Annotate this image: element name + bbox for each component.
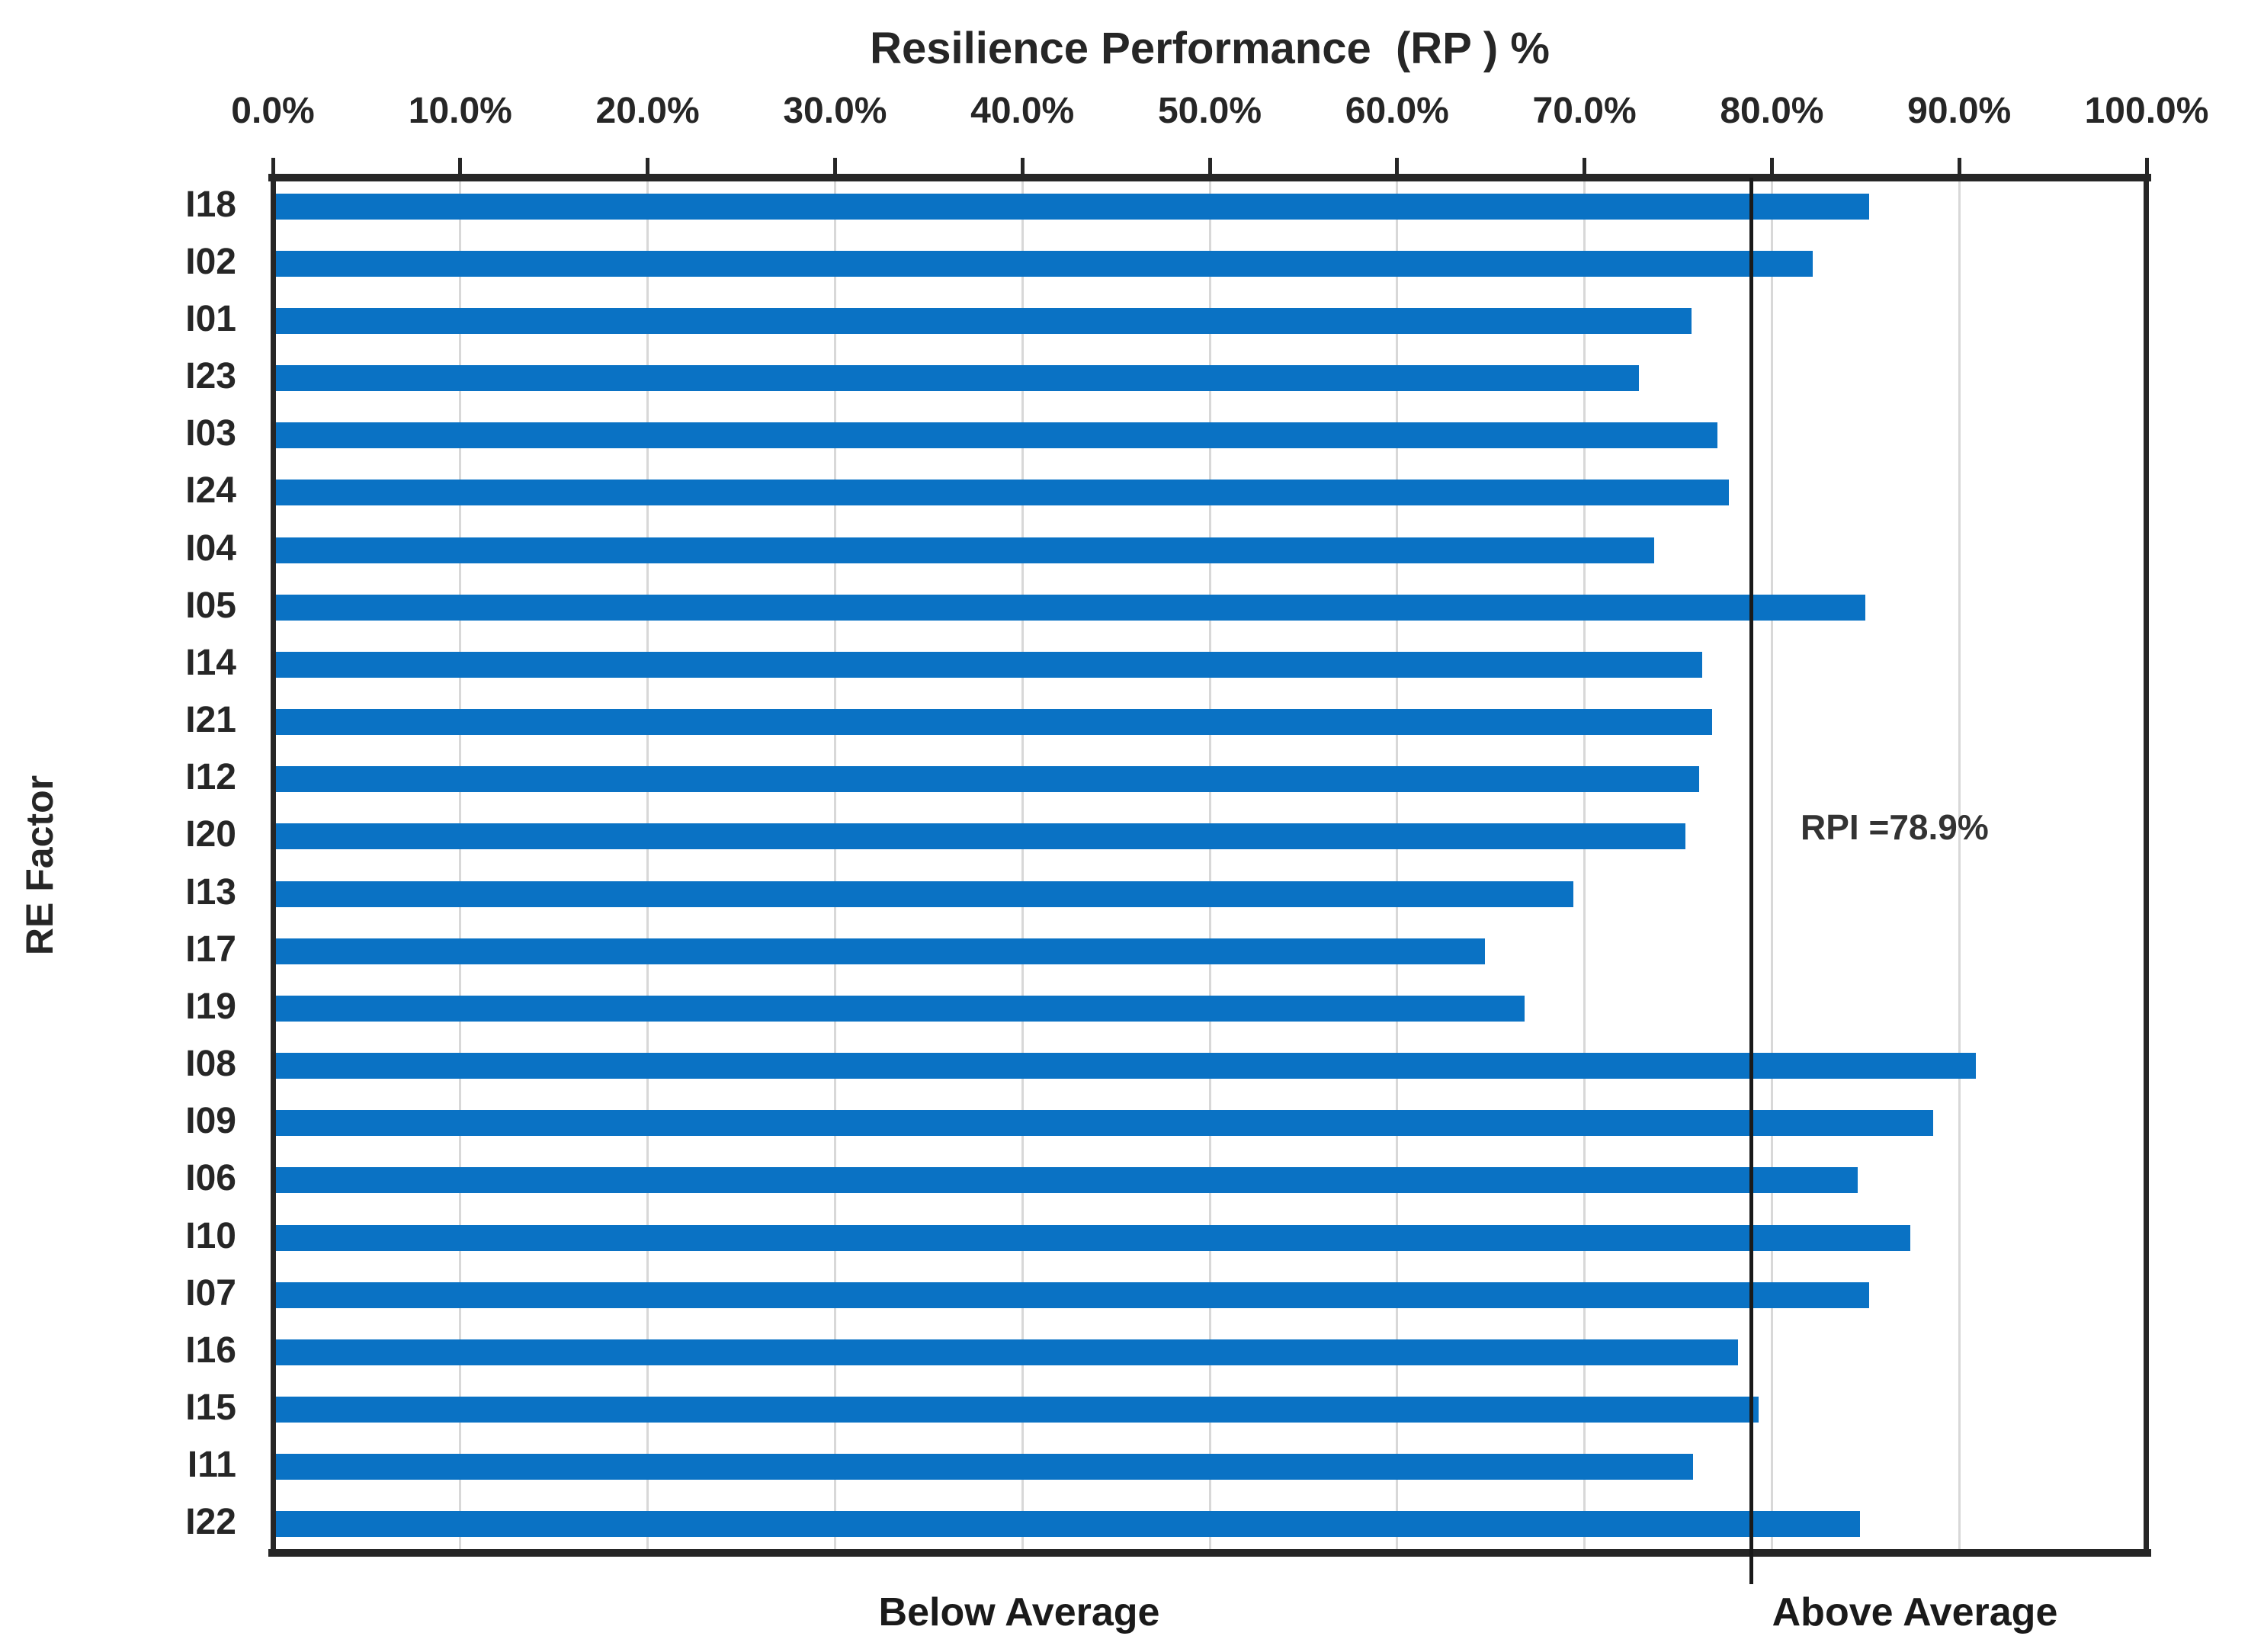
category-label-I19: I19 xyxy=(185,986,236,1027)
category-label-I24: I24 xyxy=(185,470,236,512)
category-label-I14: I14 xyxy=(185,642,236,683)
bar-I19 xyxy=(275,995,1525,1022)
x-axis-tick-40 xyxy=(1020,158,1025,178)
bar-I23 xyxy=(275,365,1639,392)
category-label-I23: I23 xyxy=(185,356,236,397)
gridline-50 xyxy=(1208,178,1211,1553)
bar-I03 xyxy=(275,422,1718,449)
gridline-60 xyxy=(1396,178,1399,1553)
category-label-I03: I03 xyxy=(185,413,236,454)
gridline-70 xyxy=(1583,178,1586,1553)
category-label-I16: I16 xyxy=(185,1330,236,1371)
bar-I15 xyxy=(275,1397,1759,1423)
gridline-10 xyxy=(459,178,462,1553)
category-label-I10: I10 xyxy=(185,1215,236,1256)
bar-I20 xyxy=(275,823,1686,850)
category-label-I09: I09 xyxy=(185,1101,236,1142)
category-label-I04: I04 xyxy=(185,528,236,569)
bar-I08 xyxy=(275,1053,1977,1079)
bar-I13 xyxy=(275,881,1573,907)
top-axis-line xyxy=(268,174,2151,181)
x-axis-tick-label-80: 80.0% xyxy=(1720,91,1824,131)
bar-I17 xyxy=(275,938,1486,964)
above-average-label: Above Average xyxy=(1772,1590,2058,1634)
bar-I24 xyxy=(275,480,1729,506)
category-label-I05: I05 xyxy=(185,585,236,626)
x-axis-tick-100 xyxy=(2144,158,2149,178)
category-label-I22: I22 xyxy=(185,1502,236,1543)
rpi-reference-line xyxy=(1749,178,1753,1584)
chart-title: Resilience Performance (RP ) % xyxy=(870,24,1550,73)
category-label-I13: I13 xyxy=(185,871,236,913)
x-axis-tick-30 xyxy=(832,158,837,178)
bar-I21 xyxy=(275,709,1712,736)
x-axis-tick-label-90: 90.0% xyxy=(1907,91,2012,131)
rpi-annotation: RPI =78.9% xyxy=(1801,807,1989,847)
category-label-I01: I01 xyxy=(185,298,236,339)
category-label-I06: I06 xyxy=(185,1158,236,1199)
x-axis-tick-label-40: 40.0% xyxy=(970,91,1075,131)
bar-I02 xyxy=(275,250,1813,277)
x-axis-tick-label-100: 100.0% xyxy=(2084,91,2209,131)
right-axis-line xyxy=(2144,178,2149,1553)
bar-I09 xyxy=(275,1110,1933,1137)
bottom-axis-line xyxy=(268,1549,2151,1557)
category-label-I18: I18 xyxy=(185,184,236,225)
x-axis-tick-10 xyxy=(458,158,463,178)
bar-I12 xyxy=(275,766,1699,793)
category-label-I11: I11 xyxy=(187,1445,236,1486)
bar-I06 xyxy=(275,1167,1858,1194)
bar-I04 xyxy=(275,537,1654,563)
bar-I11 xyxy=(275,1454,1694,1480)
bar-I07 xyxy=(275,1282,1870,1308)
x-axis-tick-90 xyxy=(1957,158,1961,178)
x-axis-tick-label-60: 60.0% xyxy=(1345,91,1449,131)
x-axis-tick-50 xyxy=(1207,158,1212,178)
x-axis-tick-label-0: 0.0% xyxy=(231,91,315,131)
x-axis-tick-label-10: 10.0% xyxy=(408,91,512,131)
category-label-I20: I20 xyxy=(185,814,236,855)
x-axis-tick-label-30: 30.0% xyxy=(783,91,887,131)
bar-I18 xyxy=(275,193,1870,220)
x-axis-tick-60 xyxy=(1395,158,1400,178)
bar-I22 xyxy=(275,1511,1860,1538)
category-label-I15: I15 xyxy=(185,1387,236,1429)
category-label-I17: I17 xyxy=(185,929,236,970)
x-axis-tick-label-70: 70.0% xyxy=(1532,91,1637,131)
x-axis-tick-70 xyxy=(1583,158,1587,178)
gridline-80 xyxy=(1770,178,1773,1553)
category-label-I02: I02 xyxy=(185,241,236,282)
x-axis-tick-0 xyxy=(271,158,275,178)
category-label-I12: I12 xyxy=(185,757,236,798)
bar-I01 xyxy=(275,307,1692,334)
bar-I05 xyxy=(275,594,1866,621)
x-axis-tick-label-20: 20.0% xyxy=(595,91,700,131)
gridline-90 xyxy=(1958,178,1961,1553)
gridline-40 xyxy=(1021,178,1024,1553)
x-axis-tick-label-50: 50.0% xyxy=(1157,91,1262,131)
category-label-I08: I08 xyxy=(185,1044,236,1085)
bar-I16 xyxy=(275,1339,1739,1365)
category-label-I07: I07 xyxy=(185,1272,236,1314)
bar-I14 xyxy=(275,651,1703,678)
left-axis-line xyxy=(271,178,276,1553)
bar-I10 xyxy=(275,1224,1911,1251)
below-average-label: Below Average xyxy=(878,1590,1160,1634)
x-axis-tick-20 xyxy=(646,158,650,178)
gridline-30 xyxy=(833,178,836,1553)
x-axis-tick-80 xyxy=(1769,158,1774,178)
category-label-I21: I21 xyxy=(185,700,236,741)
gridline-20 xyxy=(646,178,649,1553)
